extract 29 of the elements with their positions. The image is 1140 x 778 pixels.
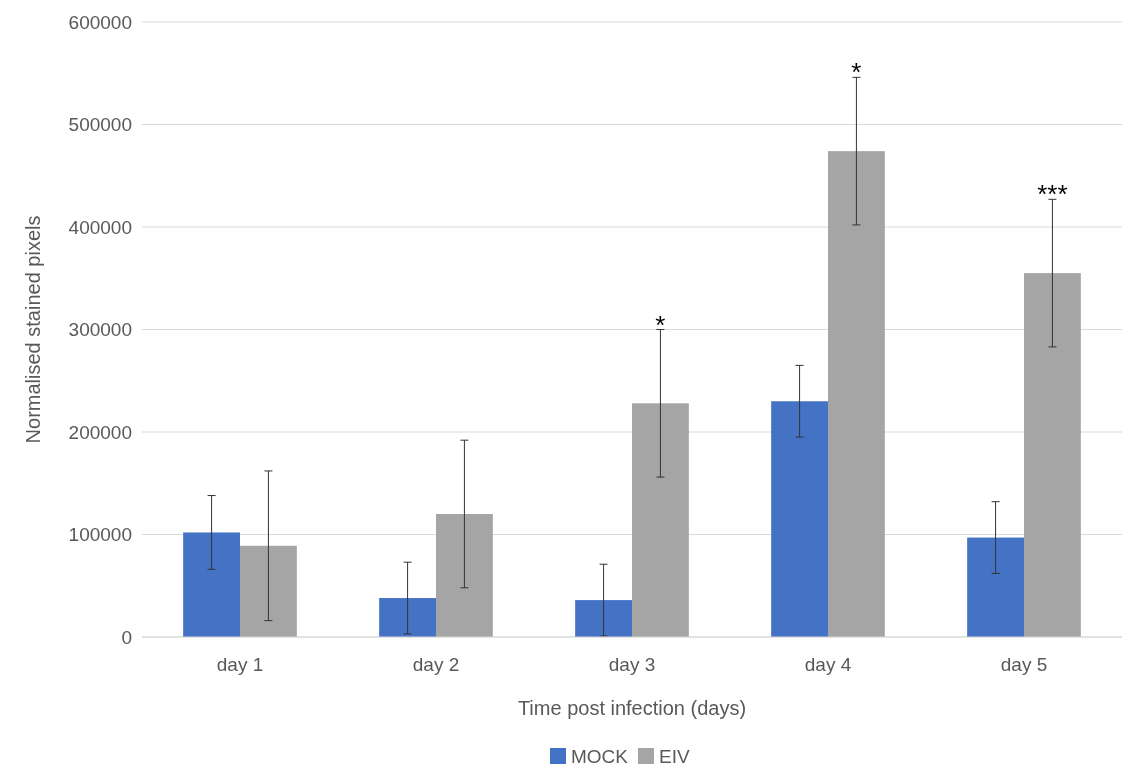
y-tick-label: 300000 — [68, 319, 132, 341]
bar — [1024, 273, 1081, 637]
annotation: * — [851, 57, 862, 88]
bar — [967, 537, 1024, 637]
bar — [436, 514, 493, 637]
x-axis-title: Time post infection (days) — [517, 697, 747, 719]
x-tick-label: day 4 — [804, 654, 852, 675]
x-tick-label: day 3 — [608, 654, 656, 675]
annotation: *** — [1037, 179, 1068, 210]
bar — [771, 401, 828, 637]
annotation: * — [655, 309, 666, 340]
y-tick-label: 500000 — [68, 114, 132, 136]
bar — [575, 600, 632, 637]
x-tick-label: day 1 — [216, 654, 264, 675]
y-tick-label: 100000 — [68, 524, 132, 546]
y-tick-label: 0 — [121, 626, 132, 648]
y-tick-label: 600000 — [68, 11, 132, 33]
y-tick-label: 200000 — [68, 421, 132, 443]
x-tick-label: day 2 — [412, 654, 460, 675]
x-tick-label: day 5 — [1000, 654, 1048, 675]
bar — [828, 151, 885, 637]
y-axis-title: Normalised stained pixels — [22, 215, 44, 444]
bar — [240, 545, 297, 637]
bar — [379, 598, 436, 637]
legend-label: EIV — [659, 746, 690, 767]
y-tick-label: 400000 — [68, 216, 132, 238]
bar — [632, 403, 689, 637]
legend-label: MOCK — [571, 746, 629, 767]
bar — [183, 532, 240, 637]
